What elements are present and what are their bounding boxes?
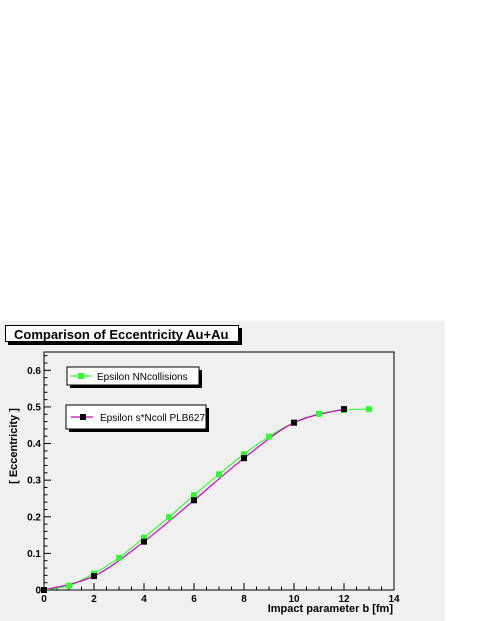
data-point-series-0 (241, 451, 247, 458)
data-point-series-1 (241, 455, 247, 462)
data-point-series-0 (366, 406, 372, 413)
data-point-series-0 (216, 471, 222, 478)
y-tick-label: 0 (35, 586, 41, 597)
axes: 0 2 4 6 8 10 12 14 0 0.1 0.2 0.3 0.4 0.5 0.6 (27, 355, 400, 605)
x-axis-title: Impact parameter b [fm] (268, 603, 394, 615)
y-tick-label: 0.6 (27, 366, 41, 377)
x-tick-label: 0 (41, 594, 47, 605)
legend-marker-plb627 (80, 414, 86, 420)
data-point-series-0 (266, 433, 272, 440)
data-point-series-1 (41, 587, 47, 593)
data-point-series-0 (66, 582, 72, 589)
y-tick-label: 0.3 (27, 476, 41, 487)
data-point-series-0 (191, 492, 197, 499)
x-tick-label: 10 (288, 594, 300, 605)
series-markers (41, 406, 372, 593)
data-point-series-1 (191, 497, 197, 504)
data-point-series-1 (291, 419, 297, 426)
x-tick-label: 12 (338, 594, 350, 605)
data-point-series-0 (316, 410, 322, 417)
y-tick-label: 0.2 (27, 512, 41, 523)
x-tick-label: 14 (388, 594, 400, 605)
x-tick-label: 8 (241, 594, 247, 605)
legend-box-nncollisions: Epsilon NNcollisions (66, 366, 202, 388)
x-tick-label: 2 (91, 594, 97, 605)
legend-box-plb627: Epsilon s*Ncoll PLB627 (65, 404, 209, 432)
legend-label-nncollisions: Epsilon NNcollisions (97, 372, 188, 383)
data-point-series-0 (166, 514, 172, 521)
y-tick-label: 0.4 (27, 439, 41, 450)
data-point-series-0 (141, 534, 147, 541)
y-tick-label: 0.5 (27, 402, 41, 413)
y-axis-title: [ Eccentricity ] (8, 408, 20, 484)
legend-label-plb627: Epsilon s*Ncoll PLB627 (100, 413, 205, 424)
y-tick-label: 0.1 (27, 549, 41, 560)
data-point-series-0 (116, 554, 122, 561)
x-tick-label: 4 (141, 594, 147, 605)
data-point-series-1 (341, 406, 347, 413)
plot-frame (43, 351, 395, 591)
data-point-series-1 (91, 573, 97, 580)
chart-title: Comparison of Eccentricity Au+Au (5, 325, 239, 342)
data-point-series-1 (141, 538, 147, 545)
x-tick-label: 6 (191, 594, 197, 605)
legend-marker-nncollisions (78, 373, 84, 379)
